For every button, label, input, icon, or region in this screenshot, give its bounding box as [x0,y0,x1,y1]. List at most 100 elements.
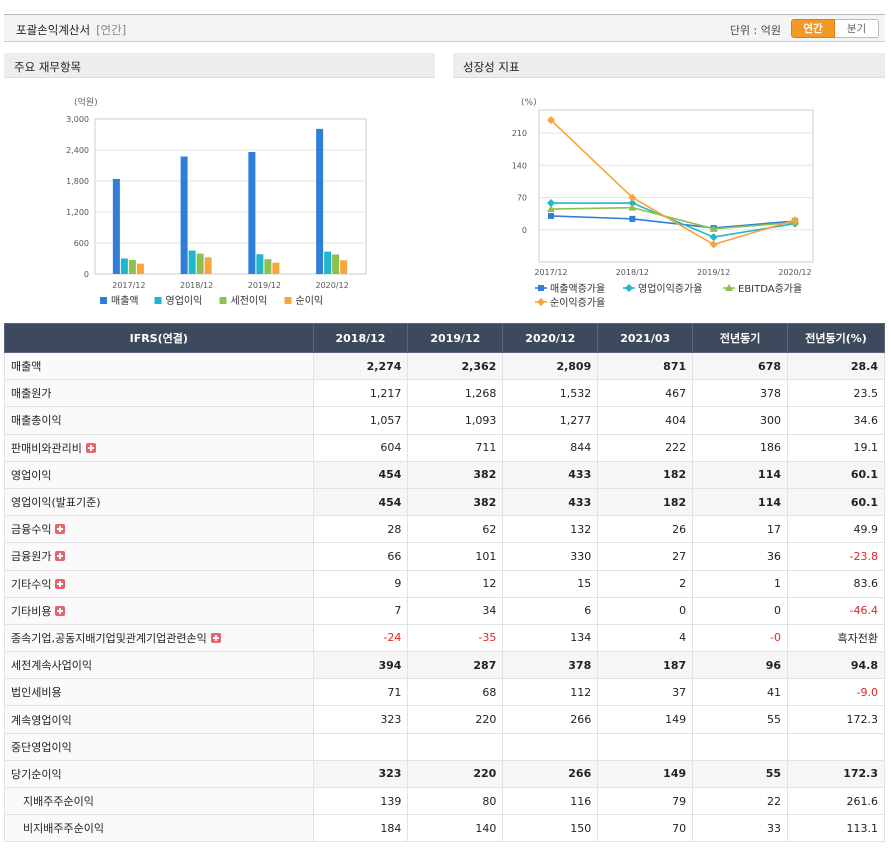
row-label-text: 종속기업,공동지배기업및관계기업관련손익 [11,631,207,645]
bar-1-3 [324,251,332,274]
legend-label: 매출액 [111,295,139,307]
table-row[interactable]: 기타수익 9 12 15 2 1 83.6 [4,569,885,598]
point-3-1 [628,193,637,202]
y-tick-label: 600 [74,239,89,248]
table-cell: 844 [502,433,599,462]
row-label: 비지배주주순이익 [4,814,314,843]
row-label-text: 법인세비용 [11,686,62,700]
expand-plus-icon[interactable] [55,578,66,589]
table-cell: 1,277 [502,406,599,435]
statement-title: 포괄손익계산서 [연간] [16,23,127,37]
row-label-text: 비지배주주순이익 [23,822,104,836]
legend-swatch [100,297,107,304]
x-tick-label: 2018/12 [616,268,649,277]
row-label: 매출총이익 [4,406,314,435]
point-3-2 [709,240,718,249]
table-cell: 7 [312,596,409,625]
tab-quarter[interactable]: 분기 [835,19,879,38]
table-row[interactable]: 종속기업,공동지배기업및관계기업관련손익 -24 -35 134 4 -0 흑자전환 [4,623,885,653]
plot-area [538,109,814,263]
y-tick-label: 1,800 [66,177,89,186]
table-cell: 266 [502,705,599,734]
table-row: 매출원가 1,217 1,268 1,532 467 378 23.5 [4,379,885,408]
series-line-0 [550,215,796,229]
bar-3-1 [204,257,212,274]
expand-plus-icon[interactable] [55,551,66,562]
table-row[interactable]: 금융원가 66 101 330 27 36 -23.8 [4,542,885,571]
table-cell: 흑자전환 [787,623,885,653]
table-cell: 15 [502,569,599,598]
row-label-text: 당기순이익 [11,767,62,781]
table-row: 지배주주순이익 139 80 116 79 22 261.6 [4,786,885,816]
table-cell: 261.6 [787,786,885,816]
y-tick-label: 1,200 [66,208,89,217]
expand-plus-icon[interactable] [55,605,66,616]
table-cell: 28.4 [787,351,885,381]
panel-title: 주요 재무항목 [14,60,82,74]
table-cell: 4 [597,623,694,653]
panel-header-financials: 주요 재무항목 [4,53,435,78]
legend-label: 매출액증가율 [550,283,605,295]
y-tick-label: 70 [517,194,527,203]
y-tick-label: 2,400 [66,146,89,155]
row-label-text: 지배주주순이익 [23,795,94,809]
table-cell: 394 [312,651,409,680]
row-label: 지배주주순이익 [4,786,314,816]
row-label: 기타수익 [4,569,314,598]
table-cell: 49.9 [787,515,885,544]
table-cell: 300 [692,406,789,435]
table-cell: 1,532 [502,379,599,408]
table-cell: 1 [692,569,789,598]
row-label: 기타비용 [4,596,314,625]
expand-plus-icon[interactable] [210,632,221,643]
table-cell: 378 [502,651,599,680]
expand-plus-icon[interactable] [85,442,96,453]
point-0-0 [548,212,554,219]
row-label: 영업이익 [4,460,314,489]
table-row[interactable]: 금융수익 28 62 132 26 17 49.9 [4,515,885,544]
legend-label: 순이익증가율 [550,297,605,309]
y-tick-label: 210 [512,129,527,138]
table-row: 중단영업이익 [4,732,885,761]
tab-annual[interactable]: 연간 [791,19,835,38]
table-row[interactable]: 판매비와관리비 604 711 844 222 186 19.1 [4,433,885,462]
table-cell: 711 [407,433,504,462]
bar-1-1 [188,250,196,274]
row-label: 금융원가 [4,542,314,571]
y-axis-label: (%) [521,98,537,108]
table-cell: 0 [597,596,694,625]
table-cell: 60.1 [787,460,885,489]
table-cell: 83.6 [787,569,885,598]
table-cell: 19.1 [787,433,885,462]
table-cell: 149 [597,759,694,789]
legend-swatch [284,297,292,304]
table-cell: 112 [502,678,599,707]
table-cell [787,732,885,761]
row-label-text: 매출액 [11,360,42,374]
point-2-1 [628,203,637,211]
row-label-text: 기타수익 [11,577,52,591]
table-cell: -23.8 [787,542,885,571]
bar-3-0 [136,263,144,274]
row-label: 법인세비용 [4,678,314,707]
table-cell: 187 [597,651,694,680]
table-cell: 871 [597,351,694,381]
table-cell: 2,274 [312,351,409,381]
table-cell: 150 [502,814,599,843]
table-cell: 101 [407,542,504,571]
legend-label: 순이익 [296,295,324,307]
table-cell: 36 [692,542,789,571]
table-cell: 28 [312,515,409,544]
table-row[interactable]: 기타비용 7 34 6 0 0 -46.4 [4,596,885,625]
row-label-text: 영업이익 [11,468,52,482]
table-cell: 94.8 [787,651,885,680]
bar-chart: (억원) 3,000 2,400 1,800 1,200 600 0 2017/12 2018/… [4,80,435,318]
table-cell: 134 [502,623,599,653]
bar-0-1 [180,156,188,274]
y-tick-label: 0 [522,226,527,235]
expand-plus-icon[interactable] [55,524,66,535]
x-tick-label: 2020/12 [778,268,811,277]
point-2-0 [547,205,555,213]
table-cell: 55 [692,705,789,734]
row-label-text: 세전계속사업이익 [11,659,92,673]
